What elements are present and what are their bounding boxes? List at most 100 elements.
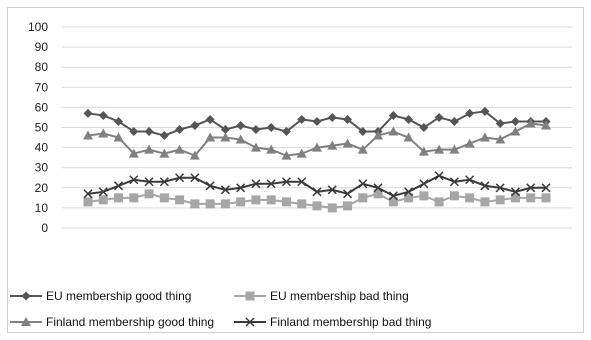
data-point <box>190 173 200 183</box>
data-point <box>266 195 276 205</box>
data-point <box>449 191 459 201</box>
data-point <box>403 132 414 142</box>
data-point <box>129 193 139 203</box>
data-point <box>266 144 277 154</box>
data-point <box>236 120 246 130</box>
series-4 <box>83 171 551 201</box>
data-point <box>495 118 505 128</box>
data-point <box>220 199 230 209</box>
y-tick-label: 80 <box>35 60 49 74</box>
data-point <box>419 123 429 132</box>
data-point <box>388 197 398 207</box>
data-point <box>449 177 459 187</box>
data-point <box>174 144 185 154</box>
data-point <box>404 114 414 124</box>
data-point <box>449 116 459 126</box>
data-point <box>480 181 490 191</box>
data-point <box>83 130 93 140</box>
series-1 <box>83 106 551 141</box>
data-point <box>297 199 307 209</box>
data-point <box>510 126 521 136</box>
data-point <box>404 193 414 203</box>
legend-label: Finland membership bad thing <box>270 315 431 329</box>
data-point <box>266 179 276 189</box>
data-point <box>159 193 169 203</box>
data-point <box>251 179 261 189</box>
y-tick-label: 0 <box>41 221 48 235</box>
data-point <box>358 193 368 203</box>
data-point <box>525 118 536 128</box>
data-point <box>526 183 536 193</box>
data-point <box>175 195 185 205</box>
data-point <box>220 185 230 195</box>
data-point <box>98 195 108 205</box>
data-point <box>480 106 490 116</box>
legend-label: EU membership bad thing <box>270 289 409 303</box>
data-point <box>465 175 475 185</box>
data-point <box>510 193 520 203</box>
data-point <box>464 138 475 148</box>
data-point <box>175 125 185 135</box>
data-point <box>83 108 93 118</box>
legend-swatch-marker <box>21 291 31 301</box>
data-point <box>419 191 429 201</box>
data-point <box>114 193 124 203</box>
data-point <box>113 132 124 142</box>
data-point <box>281 177 291 187</box>
data-point <box>128 148 139 158</box>
legend-swatch-marker <box>245 317 255 327</box>
legend: EU membership good thing EU membership ba… <box>10 289 431 329</box>
data-point <box>98 187 108 197</box>
data-point <box>419 179 429 189</box>
data-point <box>98 110 108 120</box>
data-point <box>327 203 337 213</box>
y-tick-label: 70 <box>35 80 49 94</box>
data-point <box>266 123 276 132</box>
data-point <box>190 199 200 209</box>
data-point <box>327 185 337 195</box>
legend-swatch-marker <box>21 317 31 326</box>
data-point <box>159 148 170 158</box>
data-point <box>388 126 399 136</box>
legend-item: Finland membership good thing <box>10 315 214 329</box>
data-point <box>404 187 414 197</box>
data-point <box>159 177 169 187</box>
data-point <box>144 177 154 187</box>
data-point <box>357 144 368 154</box>
data-point <box>327 140 338 150</box>
data-point <box>388 191 398 201</box>
data-point <box>144 144 155 154</box>
data-point <box>465 108 475 118</box>
data-point <box>510 187 520 197</box>
data-point <box>144 189 154 199</box>
data-point <box>83 189 93 199</box>
data-point <box>281 127 291 137</box>
data-point <box>342 138 353 148</box>
data-point <box>190 120 200 130</box>
legend-label: EU membership good thing <box>46 289 191 303</box>
data-point <box>129 127 139 137</box>
y-tick-label: 20 <box>35 181 49 195</box>
data-point <box>251 195 261 205</box>
data-point <box>129 175 139 185</box>
data-point <box>343 114 353 124</box>
data-point <box>236 183 246 193</box>
data-point <box>480 197 490 207</box>
data-point <box>189 150 200 160</box>
data-point <box>250 142 261 152</box>
data-point <box>220 125 230 135</box>
legend-item: EU membership good thing <box>10 289 191 303</box>
data-point <box>98 128 109 138</box>
data-point <box>251 125 261 135</box>
data-point <box>358 179 368 189</box>
y-tick-label: 50 <box>35 121 49 135</box>
data-point <box>144 127 154 137</box>
y-tick-label: 10 <box>35 201 49 215</box>
y-tick-label: 60 <box>35 100 49 114</box>
data-point <box>434 197 444 207</box>
data-point <box>327 112 337 122</box>
data-point <box>465 193 475 203</box>
data-point <box>373 130 384 140</box>
